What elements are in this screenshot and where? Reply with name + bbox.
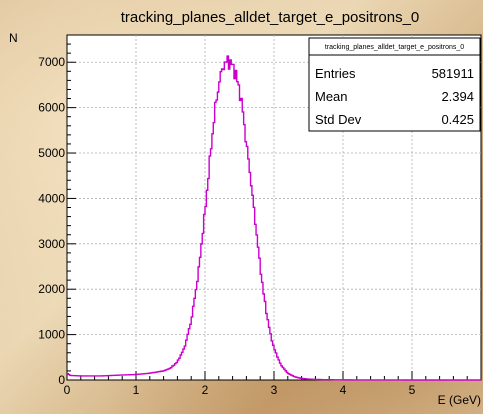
y-tick-label: 2000 bbox=[38, 282, 65, 296]
y-tick-label: 5000 bbox=[38, 146, 65, 160]
y-tick-label: 4000 bbox=[38, 191, 65, 205]
stats-stddev-label: Std Dev bbox=[315, 112, 362, 127]
y-tick-labels: 0 1000 2000 3000 4000 5000 6000 7000 bbox=[38, 55, 65, 387]
x-tick-label: 5 bbox=[409, 383, 416, 397]
y-axis-title: N bbox=[9, 31, 18, 45]
axis-ticks bbox=[66, 43, 482, 381]
x-axis-title: E (GeV) bbox=[438, 393, 481, 407]
stats-stddev-value: 0.425 bbox=[441, 112, 474, 127]
stats-box: tracking_planes_alldet_target_e_positron… bbox=[308, 37, 481, 132]
stats-entries-value: 581911 bbox=[432, 66, 474, 81]
y-tick-label: 3000 bbox=[38, 237, 65, 251]
histogram-line bbox=[67, 55, 481, 381]
y-tick-label: 7000 bbox=[38, 55, 65, 69]
x-tick-label: 1 bbox=[133, 383, 140, 397]
x-tick-label: 2 bbox=[202, 383, 209, 397]
x-tick-label: 4 bbox=[340, 383, 347, 397]
stats-box-frame bbox=[308, 37, 481, 132]
stats-mean-value: 2.394 bbox=[441, 89, 474, 104]
x-tick-label: 0 bbox=[64, 383, 71, 397]
stats-box-name: tracking_planes_alldet_target_e_positron… bbox=[325, 44, 464, 51]
chart-title: tracking_planes_alldet_target_e_positron… bbox=[121, 9, 420, 26]
y-tick-label: 6000 bbox=[38, 101, 65, 115]
x-tick-label: 3 bbox=[271, 383, 278, 397]
y-tick-label: 0 bbox=[58, 373, 65, 387]
x-tick-labels: 0 1 2 3 4 5 bbox=[64, 383, 416, 397]
y-tick-label: 1000 bbox=[38, 328, 65, 342]
stats-mean-label: Mean bbox=[315, 89, 348, 104]
stats-entries-label: Entries bbox=[315, 66, 356, 81]
